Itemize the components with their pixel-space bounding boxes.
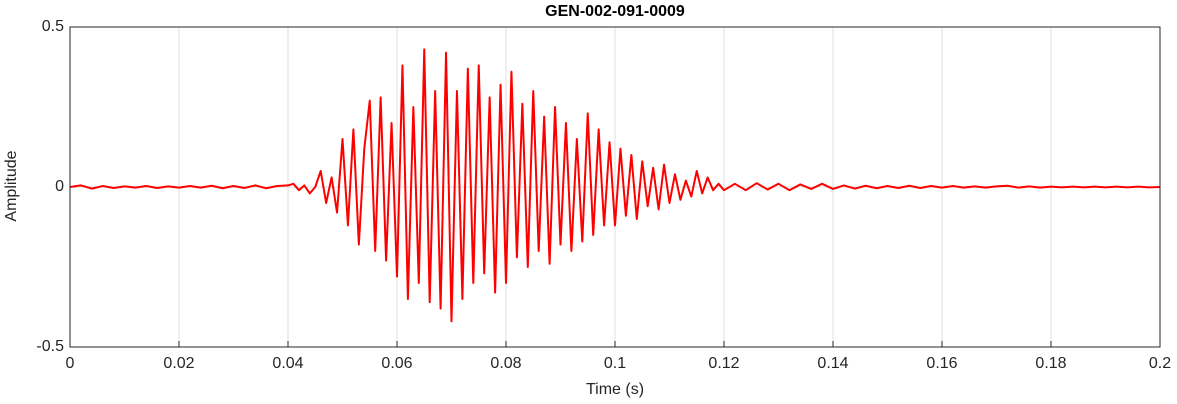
x-axis-label: Time (s) xyxy=(586,381,644,398)
y-tick-label: 0.5 xyxy=(42,18,64,35)
x-tick-label: 0.02 xyxy=(163,355,194,372)
y-tick-label: 0 xyxy=(55,178,64,195)
y-axis-label: Amplitude xyxy=(3,150,20,221)
chart-title: GEN-002-091-0009 xyxy=(545,3,685,20)
x-tick-label: 0.16 xyxy=(926,355,957,372)
x-tick-label: 0.12 xyxy=(708,355,739,372)
plot-frame xyxy=(69,26,1161,348)
x-tick-label: 0.04 xyxy=(272,355,303,372)
x-tick-label: 0.18 xyxy=(1035,355,1066,372)
x-tick-label: 0 xyxy=(66,355,75,372)
x-tick-label: 0.14 xyxy=(817,355,848,372)
x-tick-label: 0.06 xyxy=(381,355,412,372)
x-tick-label: 0.1 xyxy=(604,355,626,372)
x-tick-label: 0.2 xyxy=(1149,355,1171,372)
x-tick-label: 0.08 xyxy=(490,355,521,372)
y-tick-label: -0.5 xyxy=(36,338,64,355)
line-series xyxy=(69,48,1161,323)
